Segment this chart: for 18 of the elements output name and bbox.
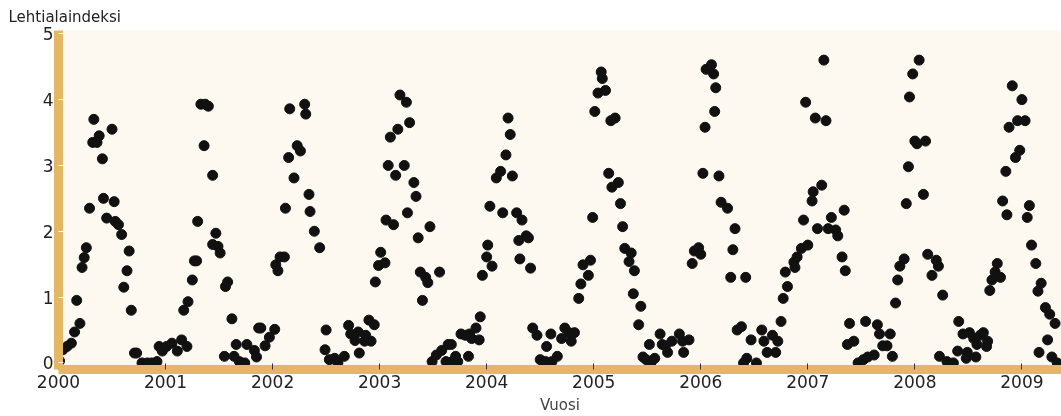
x-tick-label: 2003 [358,371,402,392]
x-tick-label: 2004 [465,371,509,392]
y-tick-label: 1 [42,287,54,308]
y-tick-label: 2 [42,221,54,242]
y-tick-label: 5 [42,24,54,45]
x-tick-label: 2001 [143,371,188,392]
y-tick-label: 4 [42,90,54,111]
x-tick-label: 2002 [250,371,295,392]
x-axis-title: Vuosi [540,395,580,414]
y-tick-label: 3 [42,155,54,176]
y-tick-label: 0 [42,353,54,374]
x-tick-label: 2006 [679,371,723,392]
x-tick-label: 2009 [1000,371,1044,392]
x-tick-label: 2000 [36,371,81,392]
x-tick-label: 2007 [786,371,830,392]
x-tick-label: 2005 [572,371,616,392]
y-axis-title: Lehtialaindeksi [8,7,122,26]
x-tick-label: 2008 [893,371,937,392]
